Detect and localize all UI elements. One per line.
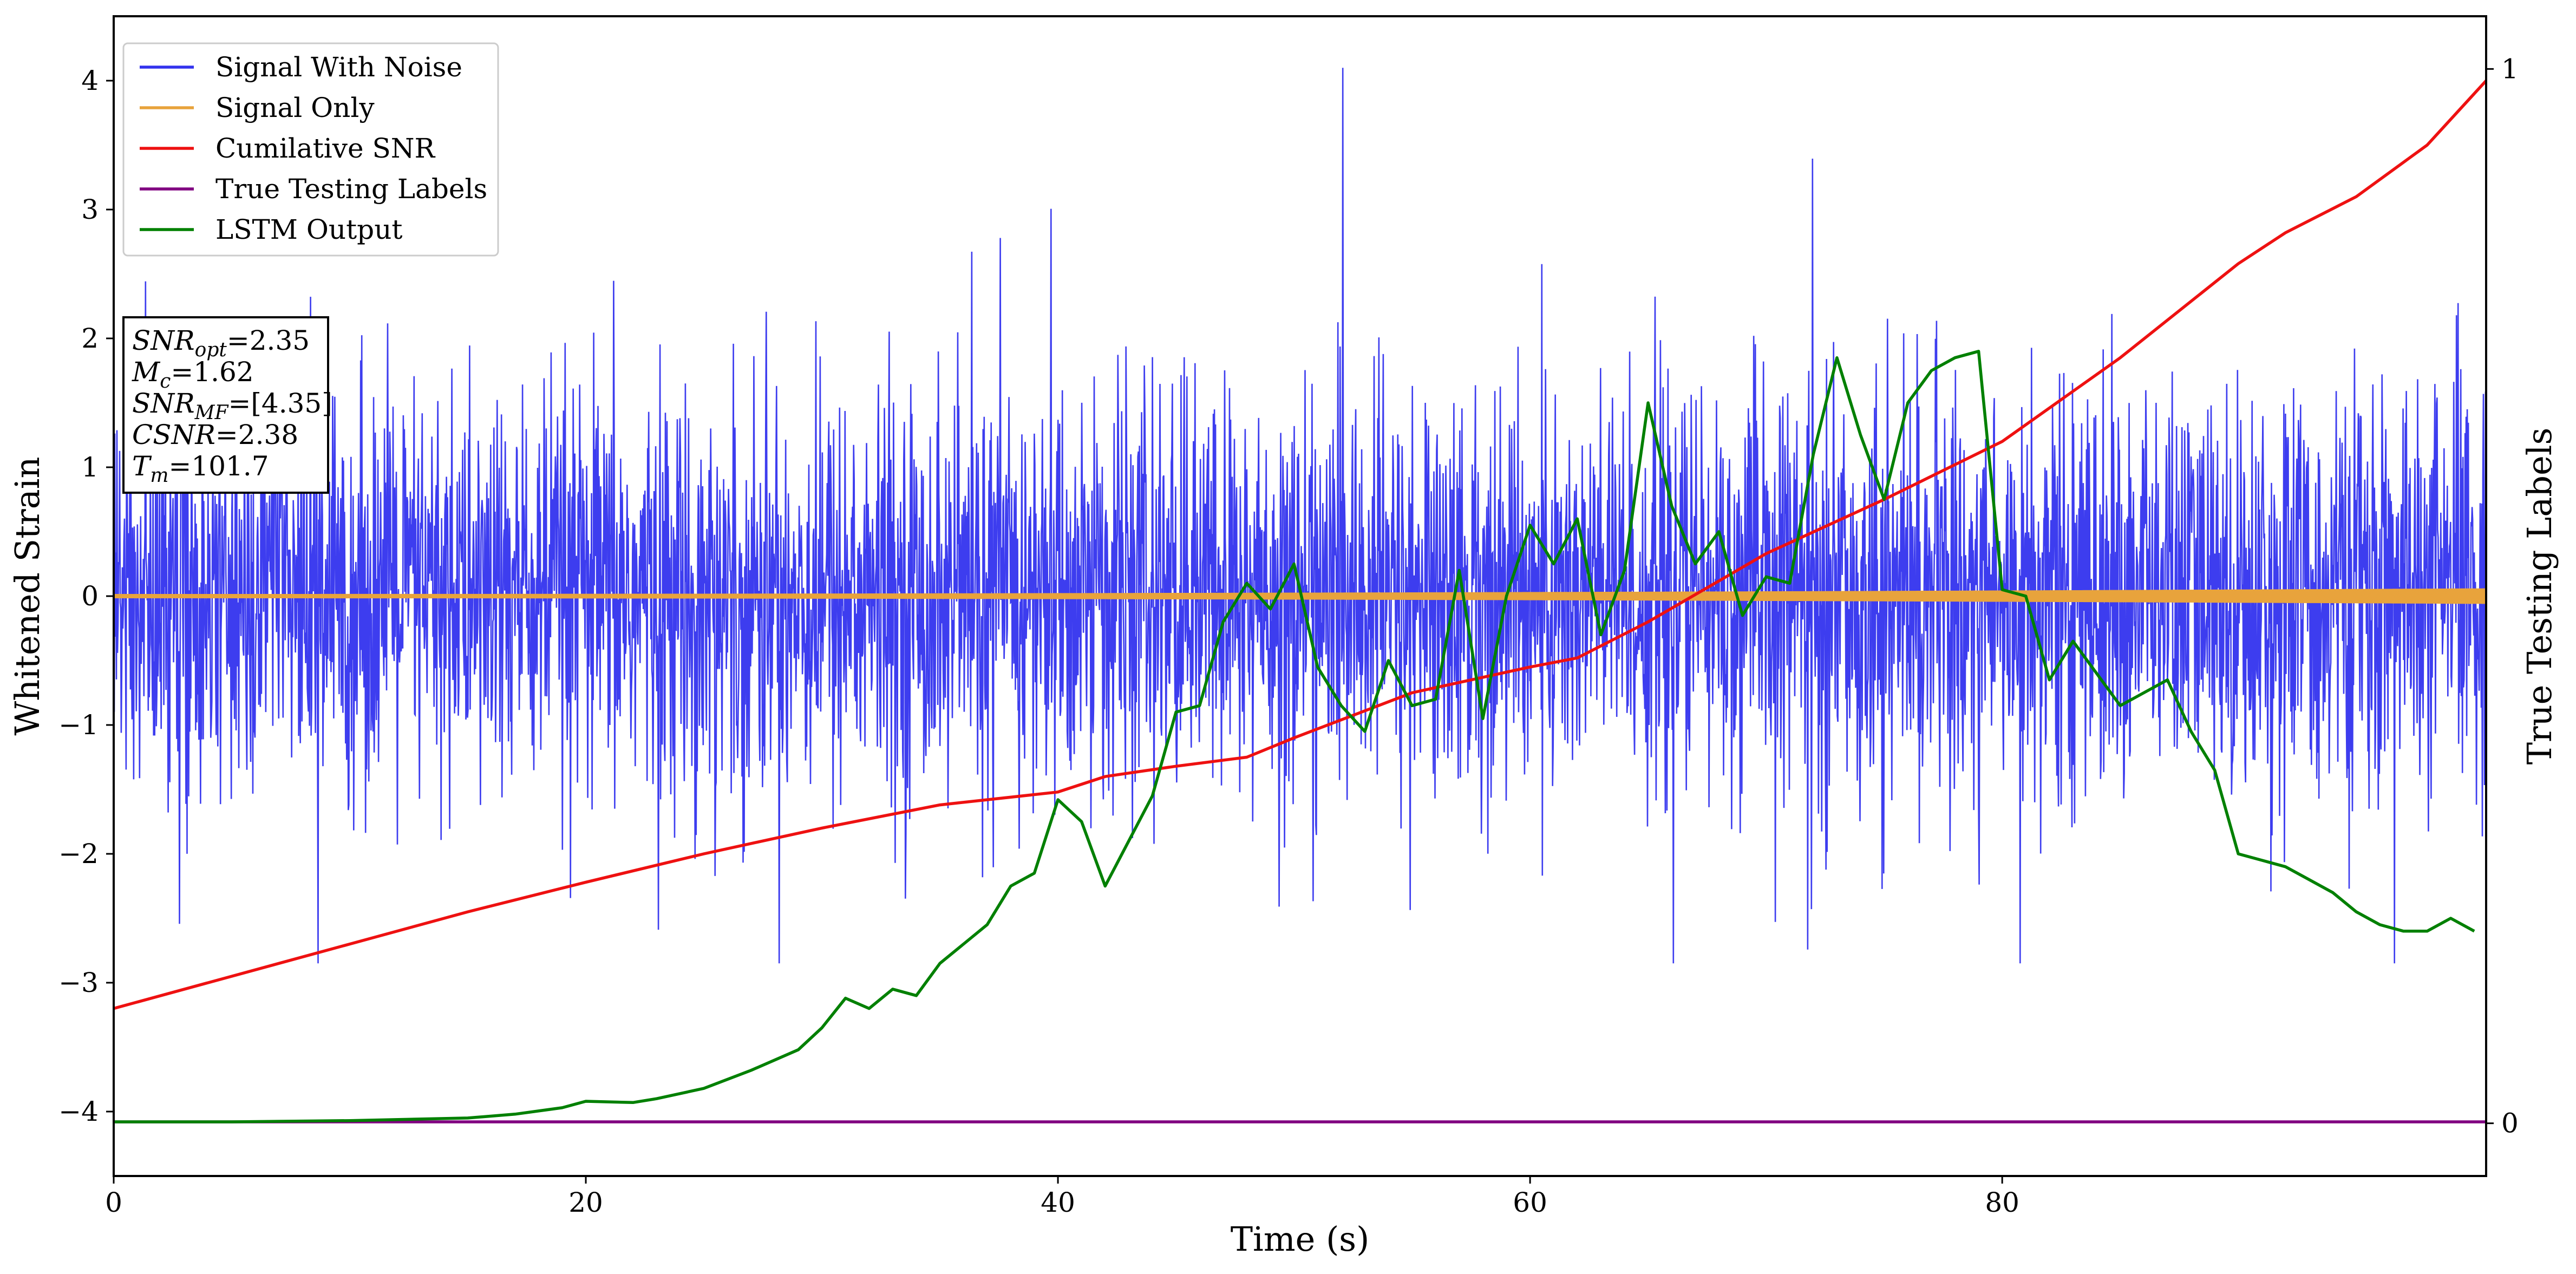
parameter-value: =2.38 xyxy=(215,419,298,450)
y-tick-label: 0 xyxy=(81,580,99,612)
parameter-symbol: T xyxy=(132,450,152,482)
right-y-tick-label: 1 xyxy=(2501,53,2519,84)
legend-label: LSTM Output xyxy=(215,214,402,245)
legend-label: Cumilative SNR xyxy=(215,133,435,164)
right-y-axis-title: True Testing Labels xyxy=(2520,428,2559,765)
x-tick-label: 60 xyxy=(1513,1187,1547,1218)
y-tick-label: −3 xyxy=(58,967,99,998)
parameter-value: =2.35 xyxy=(227,325,310,356)
parameter-value: =1.62 xyxy=(171,356,253,388)
parameter-value: =[4.35] xyxy=(228,388,332,419)
x-tick-label: 20 xyxy=(568,1187,603,1218)
y-tick-label: 4 xyxy=(81,65,99,96)
parameter-symbol: M xyxy=(132,356,161,388)
series-lstm-output xyxy=(114,350,2475,1123)
plot-area xyxy=(114,68,2486,1123)
y-tick-label: −1 xyxy=(58,709,99,741)
x-tick-label: 40 xyxy=(1041,1187,1075,1218)
y-tick-label: −4 xyxy=(58,1096,99,1127)
parameter-line: SNRopt=2.35 xyxy=(132,325,310,361)
y-tick-label: 1 xyxy=(81,452,99,483)
parameter-subscript: m xyxy=(150,465,168,487)
legend-label: True Testing Labels xyxy=(215,173,487,205)
y-tick-label: −2 xyxy=(58,838,99,870)
parameter-line: SNRMF=[4.35] xyxy=(132,388,332,424)
parameter-subscript: opt xyxy=(195,339,227,361)
parameter-line: CSNR=2.38 xyxy=(132,419,298,450)
y-tick-label: 2 xyxy=(81,323,99,354)
parameter-line: Mc=1.62 xyxy=(132,356,254,393)
right-y-axis: 10 xyxy=(2486,53,2519,1139)
series-signal-with-noise xyxy=(114,68,2486,964)
legend: Signal With Noise Signal Only Cumilative S… xyxy=(122,42,499,257)
right-y-tick-label: 0 xyxy=(2501,1108,2519,1139)
parameter-symbol: SNR xyxy=(132,388,195,419)
legend-label: Signal Only xyxy=(215,92,375,123)
parameter-symbol: CSNR xyxy=(132,419,215,450)
y-axis: 4 3 2 1 0 −1 −2 −3 −4 xyxy=(58,65,114,1127)
x-tick-label: 0 xyxy=(105,1187,122,1218)
parameter-subscript: MF xyxy=(194,402,230,424)
legend-box xyxy=(122,42,499,257)
legend-label: Signal With Noise xyxy=(215,51,462,83)
series-cumulative-snr xyxy=(114,80,2486,1010)
x-tick-label: 80 xyxy=(1985,1187,2019,1218)
x-axis: 0 20 40 60 80 xyxy=(105,1176,2019,1218)
y-tick-label: 3 xyxy=(81,194,99,225)
parameter-symbol: SNR xyxy=(132,325,195,356)
parameter-annotation: SNRopt=2.35Mc=1.62SNRMF=[4.35]CSNR=2.38T… xyxy=(122,316,332,494)
parameter-line: Tm=101.7 xyxy=(132,450,269,487)
y-axis-title: Whitened Strain xyxy=(8,457,47,736)
parameter-box xyxy=(122,316,329,494)
parameter-subscript: c xyxy=(160,370,171,393)
parameter-value: =101.7 xyxy=(169,450,269,482)
x-axis-title: Time (s) xyxy=(1231,1219,1370,1259)
